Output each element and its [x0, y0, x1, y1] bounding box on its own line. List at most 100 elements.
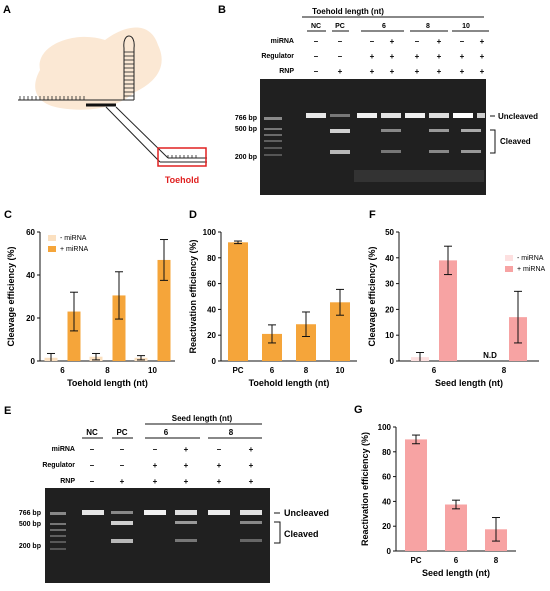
marker-200: 200 bp — [19, 543, 41, 550]
gel-b-row-name: miRNA — [271, 38, 294, 45]
x-axis-label: Toehold length (nt) — [249, 378, 330, 388]
gel-sign: + — [437, 67, 442, 76]
panel-b: B Toehold length (nt) NC PC 6 8 10 miRNA… — [214, 0, 550, 200]
gel-sign: + — [120, 477, 125, 486]
y-tick-label: 30 — [385, 280, 394, 289]
marker-500: 500 bp — [19, 521, 41, 528]
gel-sign: + — [437, 37, 442, 46]
gel-b-bands — [264, 113, 485, 182]
legend-swatch — [48, 235, 56, 241]
gel-sign: + — [390, 37, 395, 46]
gel-e-markers: 766 bp 500 bp 200 bp — [19, 510, 41, 550]
panel-a: A — [3, 4, 207, 185]
y-tick-label: 40 — [26, 271, 35, 280]
gel-sign: – — [314, 52, 319, 61]
gel-b-uncleaved-label: Uncleaved — [498, 112, 538, 121]
gel-sign: + — [460, 52, 465, 61]
y-tick-label: 20 — [385, 305, 394, 314]
toehold-label: Toehold — [165, 175, 199, 185]
x-tick-label: 8 — [502, 366, 507, 375]
y-tick-label: 20 — [26, 314, 35, 323]
bar — [445, 504, 467, 551]
y-tick-label: 0 — [212, 357, 217, 366]
gel-sign: + — [184, 445, 189, 454]
x-tick-label: 6 — [432, 366, 437, 375]
marker-200: 200 bp — [235, 154, 257, 161]
panel-label: C — [4, 209, 12, 221]
gel-e-row-name: miRNA — [52, 446, 75, 453]
y-tick-label: 60 — [26, 228, 35, 237]
marker-500: 500 bp — [235, 126, 257, 133]
gel-e-header: Seed length (nt) NC PC 6 8 miRNA Regulat… — [42, 414, 262, 486]
bar — [67, 311, 81, 361]
gel-sign: + — [153, 461, 158, 470]
gel-b-lane-label: 6 — [382, 23, 386, 30]
gel-sign: + — [370, 67, 375, 76]
regulator-strand — [105, 106, 207, 163]
panel-e: E Seed length (nt) NC PC 6 8 miRNA Regul… — [0, 400, 345, 586]
gel-e-cleaved-label: Cleaved — [284, 529, 319, 539]
gel-sign: + — [249, 477, 254, 486]
y-tick-label: 20 — [382, 522, 391, 531]
gel-e-row-name: RNP — [60, 478, 75, 485]
gel-e-row-name: Regulator — [42, 462, 75, 469]
gel-sign: + — [480, 52, 485, 61]
y-tick-label: 80 — [207, 254, 216, 263]
y-tick-label: 0 — [387, 547, 392, 556]
gel-b-lane-label: 10 — [462, 23, 470, 30]
y-tick-label: 0 — [390, 357, 395, 366]
y-tick-label: 100 — [378, 423, 392, 432]
marker-766: 766 bp — [235, 115, 257, 122]
panel-label-a: A — [3, 4, 11, 16]
chart-f: F 0 10 20 30 40 50 6 8 N.D Seed length (nt) Cleavag… — [367, 209, 546, 388]
y-axis-label: Reactivation efficiency (%) — [188, 239, 198, 353]
y-tick-label: 40 — [207, 305, 216, 314]
gel-b-lane-label: NC — [311, 23, 321, 30]
toehold-box — [157, 147, 207, 167]
gel-sign: + — [249, 445, 254, 454]
panel-label-e: E — [4, 405, 11, 417]
bar — [157, 259, 171, 361]
gel-b-row-name: Regulator — [261, 53, 294, 60]
gel-e-row-names: miRNA Regulator RNP — [42, 446, 75, 485]
legend-swatch — [505, 266, 513, 272]
gel-sign: – — [338, 37, 343, 46]
y-axis-label: Reactivation efficiency (%) — [360, 432, 370, 546]
chart-g: G 0 20 40 60 80 100 PC 6 8 Seed length (nt) Reactiv… — [354, 404, 516, 578]
bar — [405, 439, 427, 551]
gel-b-lane-label: 8 — [426, 23, 430, 30]
gel-sign: – — [415, 37, 420, 46]
gel-sign: – — [314, 37, 319, 46]
bar — [439, 260, 457, 361]
gel-sign: + — [480, 37, 485, 46]
bar — [262, 333, 282, 361]
x-axis-label: Seed length (nt) — [435, 378, 503, 388]
gel-b-markers: 766 bp 500 bp 200 bp — [235, 115, 257, 161]
legend-label: - miRNA — [517, 255, 544, 262]
gel-sign: – — [314, 67, 319, 76]
x-axis-label: Seed length (nt) — [422, 568, 490, 578]
legend-label: + miRNA — [60, 246, 89, 253]
gel-e-image — [45, 488, 270, 583]
x-tick-label: 10 — [336, 366, 345, 375]
y-tick-label: 80 — [382, 448, 391, 457]
y-axis-label: Cleavage efficiency (%) — [367, 246, 377, 346]
y-tick-label: 50 — [385, 228, 394, 237]
gel-sign: + — [338, 67, 343, 76]
legend-label: - miRNA — [60, 235, 87, 242]
gel-sign: + — [217, 477, 222, 486]
gel-e-lane-label: 8 — [229, 428, 234, 437]
gel-e-lane-label: NC — [86, 428, 98, 437]
x-axis-label: Toehold length (nt) — [67, 378, 148, 388]
x-tick-label: 10 — [148, 366, 157, 375]
complex-blob — [35, 27, 162, 110]
gel-sign: + — [217, 461, 222, 470]
gel-sign: – — [338, 52, 343, 61]
x-tick-label: 8 — [304, 366, 309, 375]
hairpin — [123, 35, 135, 100]
legend-label: + miRNA — [517, 266, 546, 273]
panel-label: D — [189, 209, 197, 221]
gel-sign: + — [415, 67, 420, 76]
gel-sign: – — [370, 37, 375, 46]
panel-label: F — [369, 209, 376, 221]
